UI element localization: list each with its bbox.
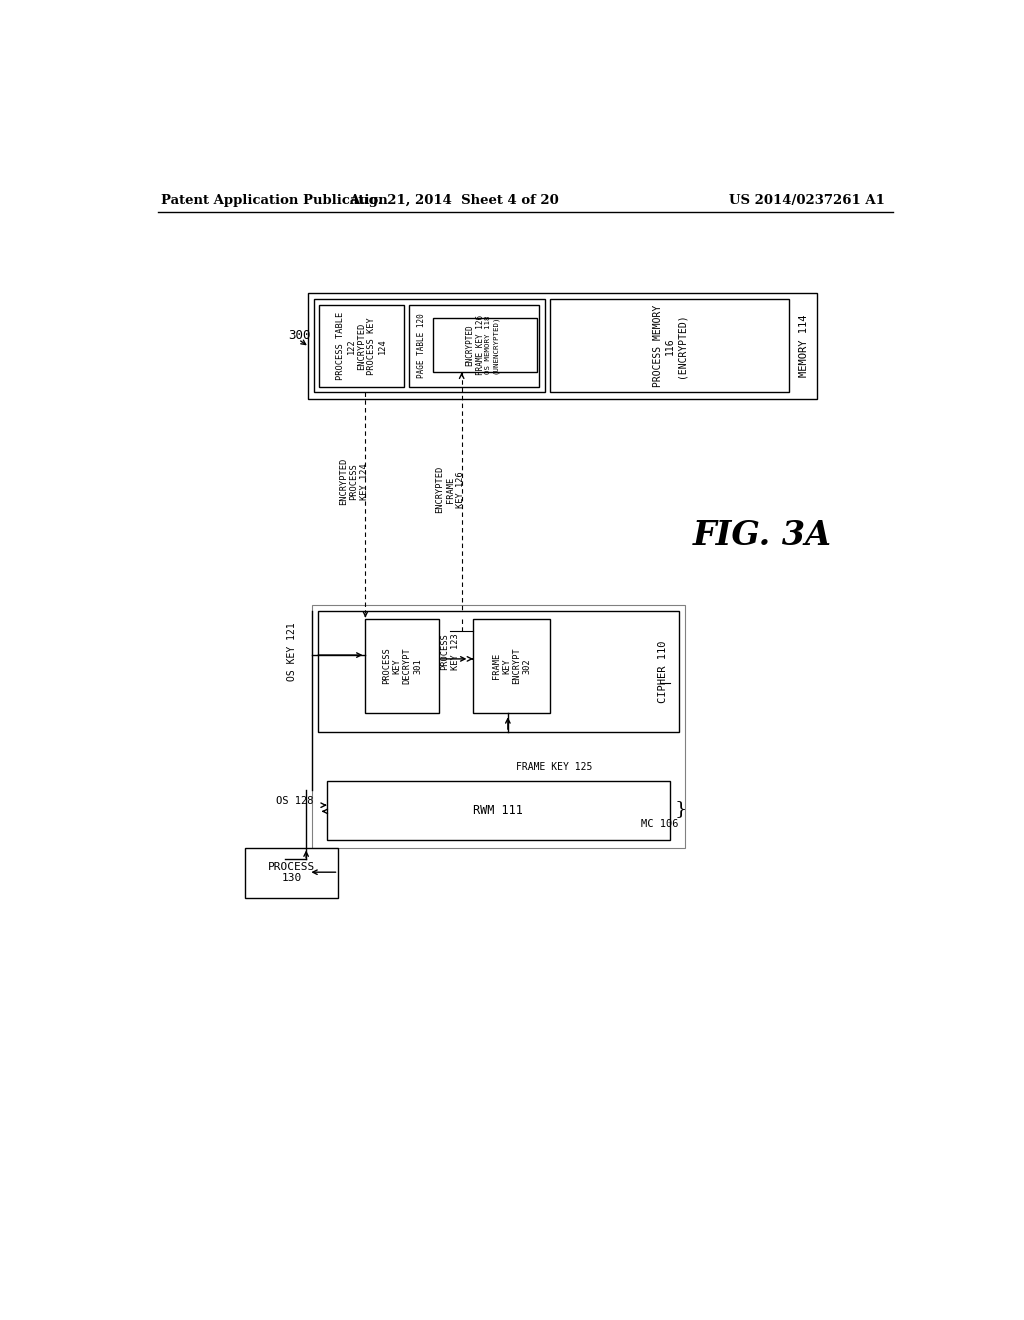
Text: PAGE TABLE 120: PAGE TABLE 120	[417, 314, 426, 379]
Text: RWM 111: RWM 111	[473, 804, 523, 817]
Bar	[433, 318, 538, 372]
Text: PROCESS TABLE
122
ENCRYPTED
PROCESS KEY
124: PROCESS TABLE 122 ENCRYPTED PROCESS KEY …	[336, 312, 387, 380]
Text: 300: 300	[289, 329, 311, 342]
Text: PROCESS
KEY
DECRYPT
301: PROCESS KEY DECRYPT 301	[382, 647, 422, 684]
Text: US 2014/0237261 A1: US 2014/0237261 A1	[729, 194, 885, 207]
Bar	[307, 293, 817, 399]
Text: MEMORY 114: MEMORY 114	[800, 314, 809, 378]
Text: FIG. 3A: FIG. 3A	[692, 519, 831, 552]
Text: FRAME KEY 125: FRAME KEY 125	[515, 762, 592, 772]
Bar	[313, 300, 545, 392]
Text: Aug. 21, 2014  Sheet 4 of 20: Aug. 21, 2014 Sheet 4 of 20	[349, 194, 559, 207]
Bar	[317, 611, 679, 733]
Text: ENCRYPTED
FRAME
KEY 126: ENCRYPTED FRAME KEY 126	[435, 466, 465, 513]
Text: PROCESS
KEY 123: PROCESS KEY 123	[440, 632, 460, 669]
Bar	[311, 605, 685, 847]
Text: PROCESS MEMORY
116
(ENCRYPTED): PROCESS MEMORY 116 (ENCRYPTED)	[653, 305, 686, 387]
Bar	[245, 847, 339, 898]
Text: Patent Application Publication: Patent Application Publication	[162, 194, 388, 207]
Bar	[319, 305, 403, 387]
Text: OS MEMORY 118
(UNENCRYPTED): OS MEMORY 118 (UNENCRYPTED)	[484, 315, 498, 375]
Text: FRAME
KEY
ENCRYPT
302: FRAME KEY ENCRYPT 302	[492, 647, 531, 684]
Text: }: }	[675, 800, 687, 818]
Bar	[327, 780, 670, 840]
Text: ENCRYPTED
FRAME KEY 126: ENCRYPTED FRAME KEY 126	[466, 315, 484, 375]
Text: OS KEY 121: OS KEY 121	[288, 622, 297, 681]
Text: ENCRYPTED
PROCESS
KEY 124: ENCRYPTED PROCESS KEY 124	[339, 458, 369, 506]
Bar	[366, 619, 438, 713]
Bar	[410, 305, 539, 387]
Text: CIPHER 110: CIPHER 110	[658, 640, 669, 702]
Text: OS 128: OS 128	[276, 796, 313, 807]
Text: PROCESS
130: PROCESS 130	[268, 862, 315, 883]
Bar	[550, 300, 788, 392]
Bar	[473, 619, 550, 713]
Text: MC 106: MC 106	[641, 820, 679, 829]
